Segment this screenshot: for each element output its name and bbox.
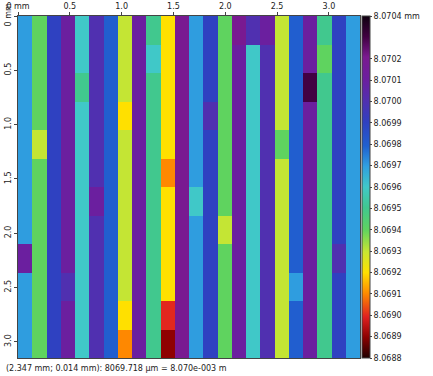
svg-text:8.0694: 8.0694 — [374, 226, 402, 235]
svg-text:8.0688: 8.0688 — [374, 354, 402, 363]
svg-text:8.0696: 8.0696 — [374, 183, 402, 192]
svg-text:8.0702: 8.0702 — [374, 55, 402, 64]
svg-text:8.0689: 8.0689 — [374, 332, 402, 341]
svg-text:0 mm: 0 mm — [6, 2, 29, 11]
svg-text:1.0: 1.0 — [115, 2, 128, 11]
svg-text:2.5: 2.5 — [4, 280, 13, 293]
svg-text:8.0698: 8.0698 — [374, 140, 402, 149]
svg-text:(2.347 mm; 0.014 mm): 8069.718: (2.347 mm; 0.014 mm): 8069.718 µm = 8.07… — [6, 364, 227, 373]
svg-text:2.0: 2.0 — [4, 226, 13, 239]
svg-text:8.0704 mm: 8.0704 mm — [374, 12, 420, 21]
svg-text:8.0699: 8.0699 — [374, 119, 402, 128]
svg-text:2.0: 2.0 — [219, 2, 232, 11]
svg-text:8.0697: 8.0697 — [374, 161, 402, 170]
svg-text:3.0: 3.0 — [323, 2, 336, 11]
svg-text:1.0: 1.0 — [4, 117, 13, 130]
svg-text:8.0693: 8.0693 — [374, 247, 402, 256]
svg-text:8.0701: 8.0701 — [374, 76, 402, 85]
svg-text:3.0: 3.0 — [4, 334, 13, 347]
svg-text:8.0695: 8.0695 — [374, 204, 402, 213]
svg-text:1.5: 1.5 — [4, 171, 13, 184]
svg-text:2.5: 2.5 — [271, 2, 284, 11]
svg-text:8.0691: 8.0691 — [374, 290, 402, 299]
svg-text:8.0690: 8.0690 — [374, 311, 402, 320]
svg-text:8.0692: 8.0692 — [374, 268, 402, 277]
svg-text:0 mm: 0 mm — [4, 3, 13, 26]
svg-text:8.0700: 8.0700 — [374, 97, 402, 106]
svg-text:0.5: 0.5 — [63, 2, 76, 11]
svg-text:0.5: 0.5 — [4, 63, 13, 76]
svg-text:1.5: 1.5 — [167, 2, 180, 11]
